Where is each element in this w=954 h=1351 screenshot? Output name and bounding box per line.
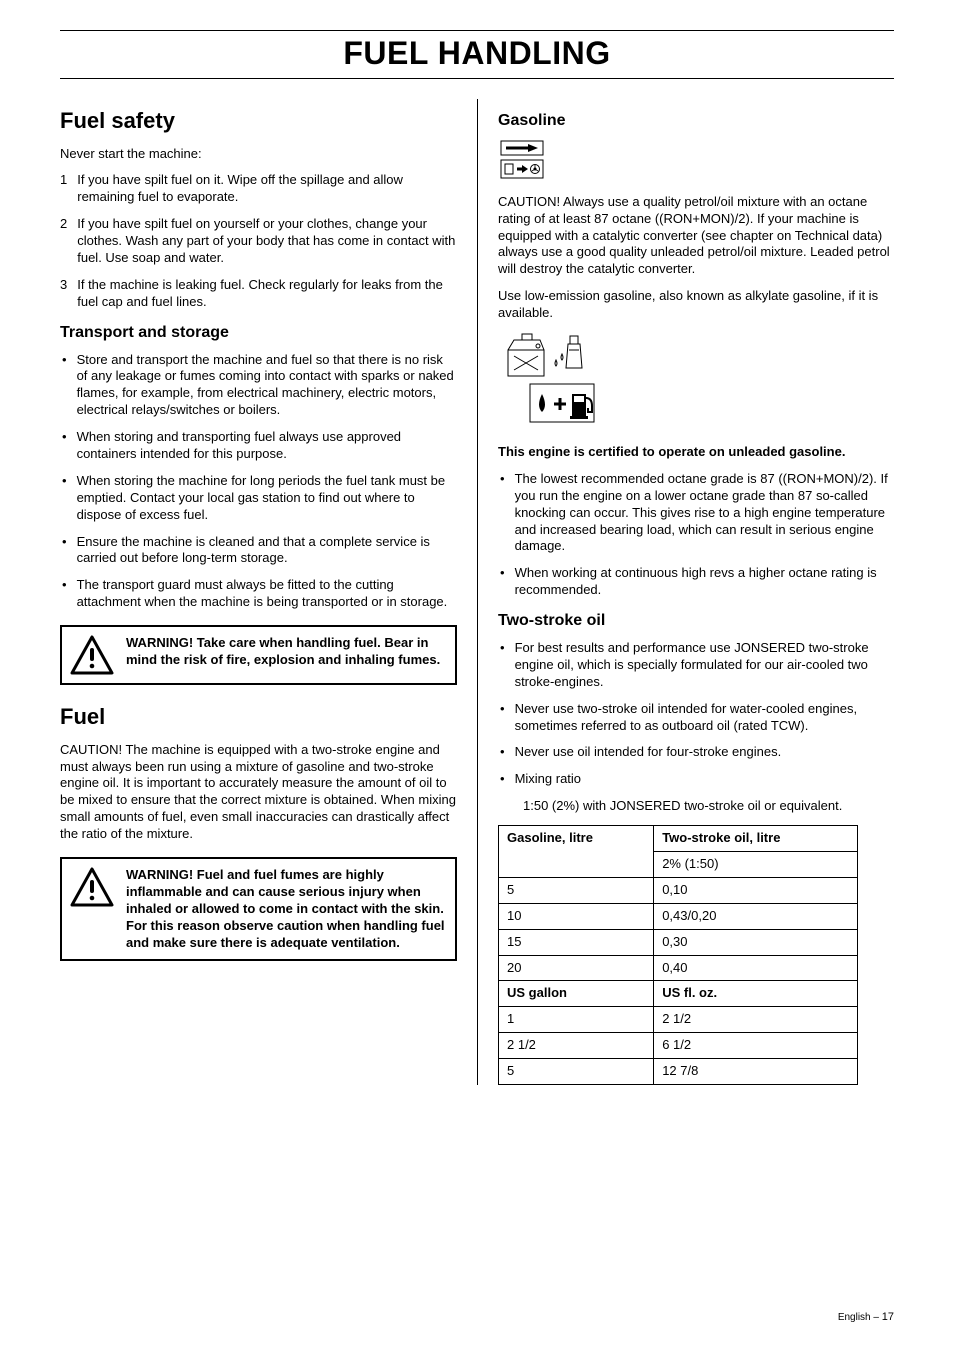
footer-language: English: [838, 1312, 871, 1323]
oil-list: For best results and performance use JON…: [498, 640, 894, 788]
list-text: The lowest recommended octane grade is 8…: [515, 471, 894, 555]
list-text: If the machine is leaking fuel. Check re…: [77, 277, 457, 311]
table-cell: 2 1/2: [499, 1033, 654, 1059]
fuel-safety-intro: Never start the machine:: [60, 146, 457, 163]
transport-list: Store and transport the machine and fuel…: [60, 352, 457, 612]
page-footer: English – 17: [838, 1311, 894, 1323]
list-item: Store and transport the machine and fuel…: [60, 352, 457, 420]
warning-box: WARNING! Take care when handling fuel. B…: [60, 625, 457, 685]
heading-transport: Transport and storage: [60, 323, 457, 344]
table-cell: 1: [499, 1007, 654, 1033]
warning-text: WARNING! Fuel and fuel fumes are highly …: [126, 867, 445, 951]
top-rule: [60, 30, 894, 31]
warning-icon: [70, 867, 114, 907]
list-text: When working at continuous high revs a h…: [515, 565, 894, 599]
list-text: The transport guard must always be fitte…: [77, 577, 457, 611]
table-cell: 12 7/8: [654, 1059, 858, 1085]
fuel-safety-list: 1 If you have spilt fuel on it. Wipe off…: [60, 172, 457, 310]
list-text: Never use two-stroke oil intended for wa…: [515, 701, 894, 735]
list-item: Mixing ratio: [498, 771, 894, 788]
list-item: 1 If you have spilt fuel on it. Wipe off…: [60, 172, 457, 206]
heading-fuel-safety: Fuel safety: [60, 107, 457, 136]
table-row: 15 0,30: [499, 929, 858, 955]
table-cell: 0,43/0,20: [654, 903, 858, 929]
list-text: Ensure the machine is cleaned and that a…: [77, 534, 457, 568]
table-cell: 0,30: [654, 929, 858, 955]
title-underline: [60, 78, 894, 79]
table-row: 2 1/2 6 1/2: [499, 1033, 858, 1059]
list-item: The lowest recommended octane grade is 8…: [498, 471, 894, 555]
footer-sep: –: [871, 1312, 882, 1323]
table-cell: 2 1/2: [654, 1007, 858, 1033]
right-column: Gasoline CAUTION! Always use a quality p…: [477, 99, 894, 1085]
list-item: For best results and performance use JON…: [498, 640, 894, 691]
warning-icon: [70, 635, 114, 675]
table-row: 5 12 7/8: [499, 1059, 858, 1085]
table-cell: 5: [499, 877, 654, 903]
table-cell: 20: [499, 955, 654, 981]
list-text: For best results and performance use JON…: [515, 640, 894, 691]
list-item: When storing the machine for long period…: [60, 473, 457, 524]
list-item: The transport guard must always be fitte…: [60, 577, 457, 611]
list-number: 3: [60, 277, 67, 311]
table-cell: 10: [499, 903, 654, 929]
table-header: US fl. oz.: [654, 981, 858, 1007]
table-cell: 5: [499, 1059, 654, 1085]
list-number: 2: [60, 216, 67, 267]
heading-fuel: Fuel: [60, 703, 457, 732]
list-item: When working at continuous high revs a h…: [498, 565, 894, 599]
gasoline-caution: CAUTION! Always use a quality petrol/oil…: [498, 194, 894, 278]
figure-pump-unleaded: [500, 140, 894, 182]
list-text: Mixing ratio: [515, 771, 581, 788]
table-header: Two-stroke oil, litre: [654, 826, 858, 852]
table-row: 5 0,10: [499, 877, 858, 903]
list-text: When storing and transporting fuel alway…: [77, 429, 457, 463]
list-text: When storing the machine for long period…: [77, 473, 457, 524]
gasoline-alkylate: Use low-emission gasoline, also known as…: [498, 288, 894, 322]
engine-certified: This engine is certified to operate on u…: [498, 444, 894, 461]
list-text: If you have spilt fuel on it. Wipe off t…: [77, 172, 457, 206]
mixing-table: Gasoline, litre Two-stroke oil, litre 2%…: [498, 825, 858, 1085]
left-column: Fuel safety Never start the machine: 1 I…: [60, 99, 477, 1085]
table-row: 1 2 1/2: [499, 1007, 858, 1033]
mixing-ratio-line: 1:50 (2%) with JONSERED two-stroke oil o…: [498, 798, 894, 815]
fuel-caution-text: CAUTION! The machine is equipped with a …: [60, 742, 457, 843]
figure-fuel-mix: [500, 332, 894, 432]
table-header: Gasoline, litre: [499, 826, 654, 878]
octane-list: The lowest recommended octane grade is 8…: [498, 471, 894, 599]
table-cell: 2% (1:50): [654, 851, 858, 877]
list-text: Store and transport the machine and fuel…: [77, 352, 457, 420]
table-cell: 6 1/2: [654, 1033, 858, 1059]
table-row: 10 0,43/0,20: [499, 903, 858, 929]
list-item: 3 If the machine is leaking fuel. Check …: [60, 277, 457, 311]
page-title: FUEL HANDLING: [60, 35, 894, 72]
list-text: If you have spilt fuel on yourself or yo…: [77, 216, 457, 267]
table-cell: 0,40: [654, 955, 858, 981]
heading-two-stroke: Two-stroke oil: [498, 611, 894, 632]
list-item: When storing and transporting fuel alway…: [60, 429, 457, 463]
footer-page-number: 17: [882, 1311, 894, 1323]
table-row: 20 0,40: [499, 955, 858, 981]
warning-box: WARNING! Fuel and fuel fumes are highly …: [60, 857, 457, 961]
table-header: US gallon: [499, 981, 654, 1007]
list-item: Never use oil intended for four-stroke e…: [498, 744, 894, 761]
table-cell: 15: [499, 929, 654, 955]
list-item: Never use two-stroke oil intended for wa…: [498, 701, 894, 735]
list-text: Never use oil intended for four-stroke e…: [515, 744, 782, 761]
heading-gasoline: Gasoline: [498, 111, 894, 132]
list-number: 1: [60, 172, 67, 206]
table-cell: 0,10: [654, 877, 858, 903]
list-item: 2 If you have spilt fuel on yourself or …: [60, 216, 457, 267]
warning-text: WARNING! Take care when handling fuel. B…: [126, 635, 445, 669]
content-columns: Fuel safety Never start the machine: 1 I…: [60, 99, 894, 1085]
list-item: Ensure the machine is cleaned and that a…: [60, 534, 457, 568]
